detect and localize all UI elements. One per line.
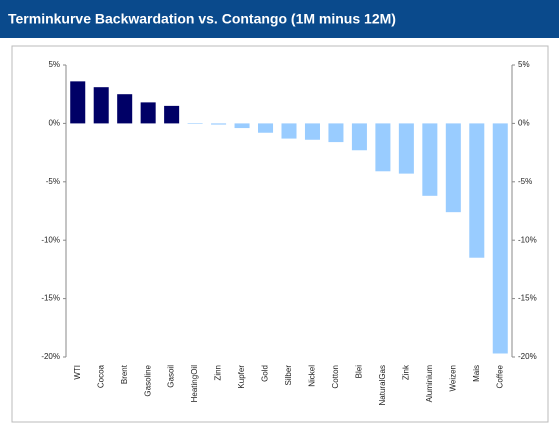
x-tick-label: Zink bbox=[401, 364, 410, 380]
bar bbox=[328, 123, 344, 143]
chart-title: Terminkurve Backwardation vs. Contango (… bbox=[8, 11, 396, 27]
x-tick-label: WTI bbox=[73, 365, 82, 380]
x-tick-label: Silber bbox=[284, 365, 293, 386]
y-tick-label: -5% bbox=[46, 177, 60, 186]
y2-tick-label: 5% bbox=[518, 60, 530, 69]
bar bbox=[304, 123, 320, 140]
x-tick-label: Cotton bbox=[331, 365, 340, 389]
bar bbox=[469, 123, 485, 258]
title-bar bbox=[0, 0, 559, 38]
chart-panel bbox=[11, 45, 549, 423]
x-tick-label: Nickel bbox=[308, 365, 317, 387]
x-tick-label: Cocoa bbox=[96, 364, 105, 388]
x-tick-label: Mais bbox=[472, 365, 481, 382]
y-tick-label: -20% bbox=[41, 352, 60, 361]
y-tick-label: 0% bbox=[48, 119, 60, 128]
y2-tick-label: -5% bbox=[518, 177, 532, 186]
bar bbox=[187, 123, 203, 124]
y-tick-label: -15% bbox=[41, 294, 60, 303]
y-tick-label: -10% bbox=[41, 235, 60, 244]
x-tick-label: Gold bbox=[261, 365, 270, 382]
bar bbox=[70, 81, 86, 124]
x-tick-label: NaturalGas bbox=[378, 365, 387, 405]
x-tick-label: HeatingOil bbox=[190, 365, 199, 403]
bar bbox=[398, 123, 414, 174]
x-tick-label: Aluminium bbox=[425, 365, 434, 403]
bar bbox=[445, 123, 461, 213]
y2-tick-label: 0% bbox=[518, 119, 530, 128]
y2-tick-label: -10% bbox=[518, 235, 537, 244]
bar bbox=[492, 123, 508, 354]
bar bbox=[281, 123, 297, 139]
x-tick-label: Kupfer bbox=[237, 365, 246, 389]
bar bbox=[234, 123, 250, 129]
x-tick-label: Gasoline bbox=[143, 364, 152, 396]
bar bbox=[93, 87, 109, 124]
bar bbox=[211, 123, 227, 125]
bar bbox=[375, 123, 391, 172]
x-tick-label: Blei bbox=[355, 365, 364, 379]
x-tick-label: Gasoil bbox=[167, 365, 176, 388]
bar bbox=[164, 105, 180, 124]
y2-tick-label: -20% bbox=[518, 352, 537, 361]
x-tick-label: Zinn bbox=[214, 365, 223, 381]
bar bbox=[422, 123, 438, 196]
y2-tick-label: -15% bbox=[518, 294, 537, 303]
bar bbox=[140, 102, 156, 124]
x-tick-label: Weizen bbox=[448, 365, 457, 392]
bar bbox=[258, 123, 274, 133]
y-tick-label: 5% bbox=[48, 60, 60, 69]
bar bbox=[117, 94, 133, 124]
x-tick-label: Coffee bbox=[495, 364, 504, 388]
x-tick-label: Brent bbox=[120, 364, 129, 384]
bar bbox=[351, 123, 367, 151]
